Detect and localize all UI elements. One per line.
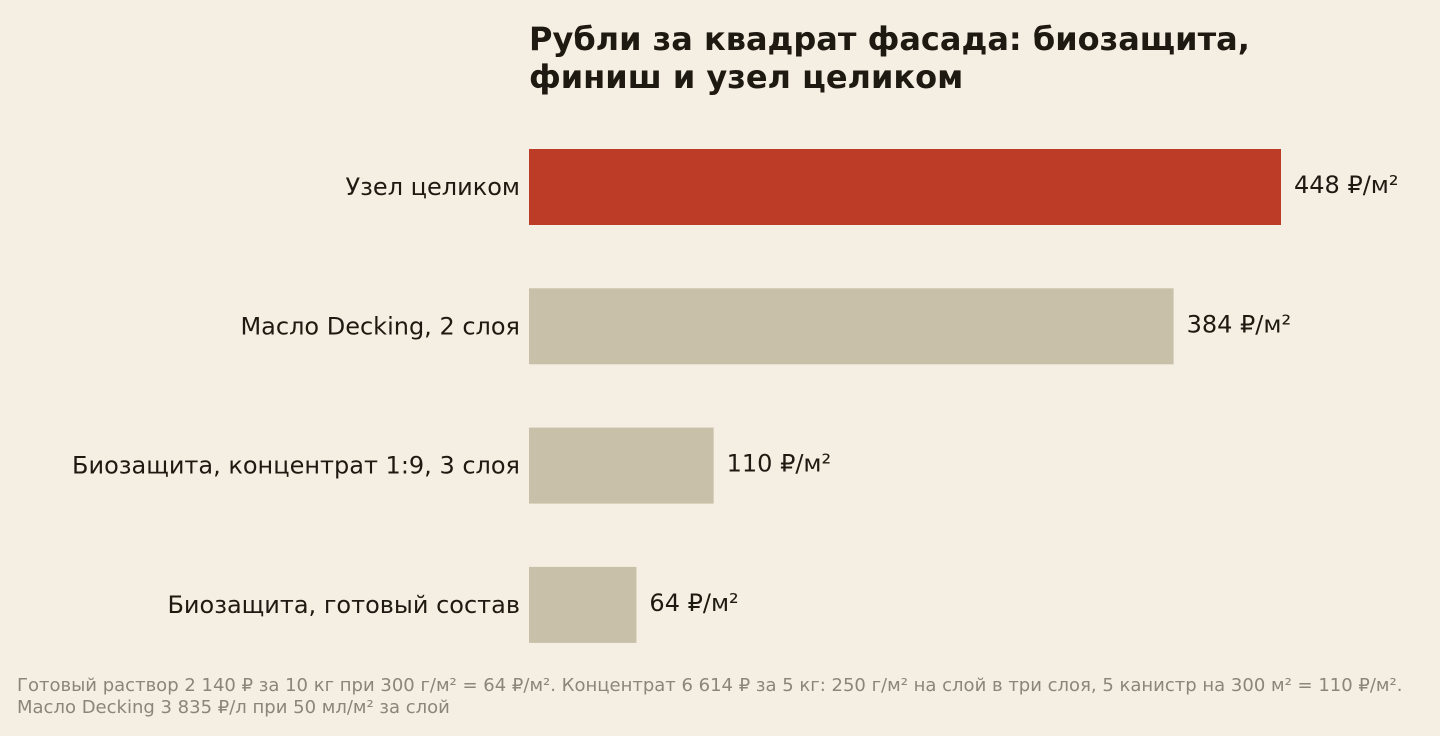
category-label-4: Биозащита, готовый состав	[167, 591, 520, 619]
value-label-3: 110 ₽/м²	[727, 450, 832, 478]
category-label-3: Биозащита, концентрат 1:9, 3 слоя	[72, 452, 520, 480]
value-label-2: 384 ₽/м²	[1187, 310, 1292, 338]
category-label-1: Узел целиком	[346, 173, 520, 201]
category-label-2: Масло Decking, 2 слоя	[240, 312, 520, 340]
footnote: Готовый раствор 2 140 ₽ за 10 кг при 300…	[17, 675, 1403, 718]
value-label-1: 448 ₽/м²	[1294, 171, 1399, 199]
chart-title-line-2: финиш и узел целиком	[529, 58, 964, 96]
bar-3	[529, 427, 714, 504]
value-label-4: 64 ₽/м²	[649, 589, 738, 617]
chart-title: Рубли за квадрат фасада: биозащита, фини…	[529, 20, 1409, 96]
chart-title-line-1: Рубли за квадрат фасада: биозащита,	[529, 20, 1250, 58]
bar-1	[529, 149, 1281, 225]
bar-2	[529, 288, 1174, 365]
bar-4	[529, 566, 637, 643]
